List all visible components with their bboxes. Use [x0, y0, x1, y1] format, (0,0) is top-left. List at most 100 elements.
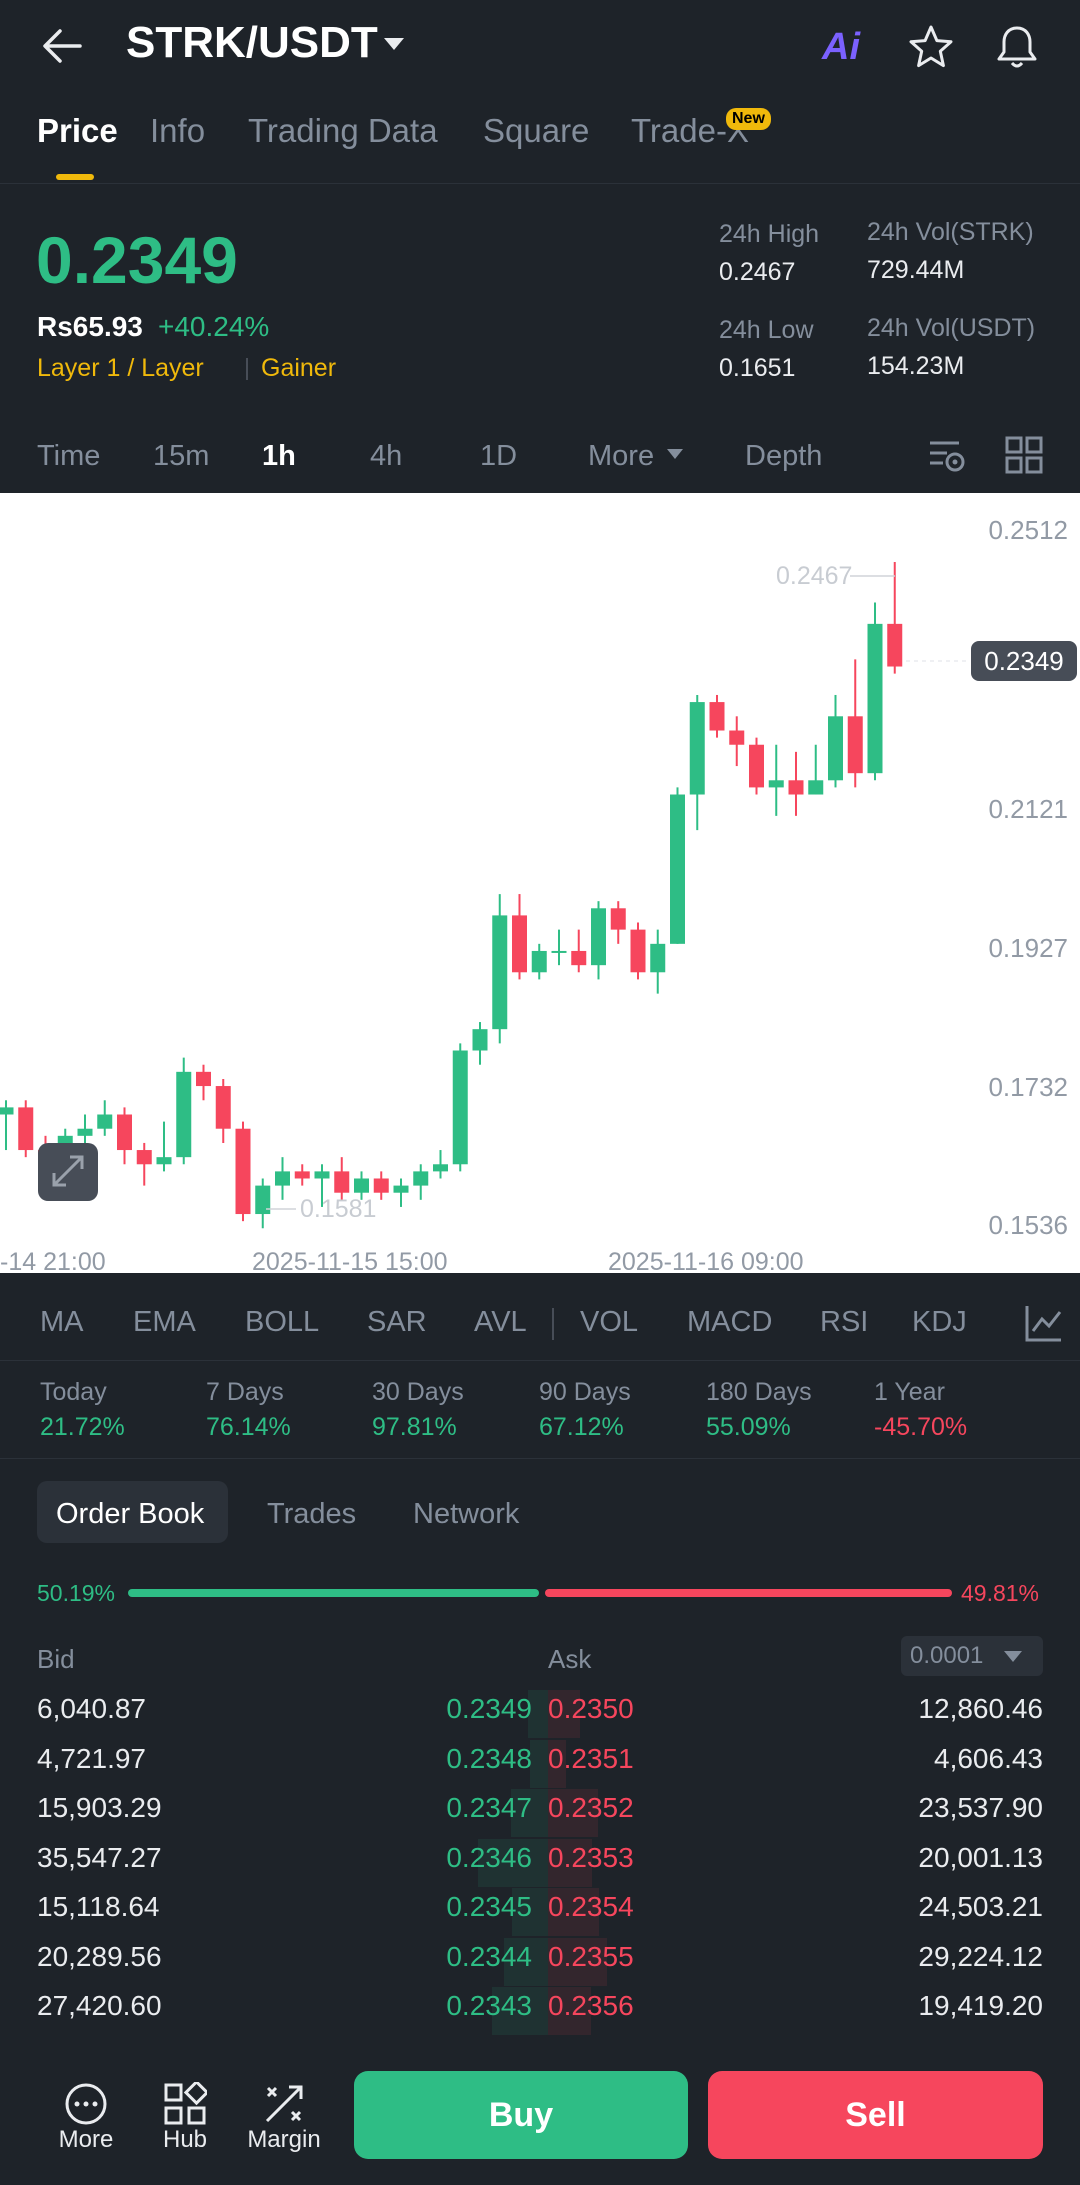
candle-body [670, 794, 685, 944]
bid-price: 0.2348 [446, 1742, 532, 1774]
candle-body [828, 716, 843, 781]
tab-trades[interactable]: Trades [267, 1498, 357, 1530]
candle-body [156, 1157, 172, 1165]
indicator-vol[interactable]: VOL [580, 1306, 639, 1338]
ask-quantity: 29,224.12 [918, 1940, 1043, 1972]
bid-price: 0.2346 [446, 1841, 532, 1873]
margin-icon[interactable] [262, 2082, 306, 2126]
orderbook-row[interactable]: 15,903.29 0.2347 0.2352 23,537.90 [0, 1784, 1080, 1834]
pair-title[interactable]: STRK/USDT [126, 18, 378, 67]
tab-square[interactable]: Square [483, 112, 590, 149]
candle-body [847, 716, 863, 774]
orderbook-row[interactable]: 4,721.97 0.2348 0.2351 4,606.43 [0, 1735, 1080, 1785]
tab-trading-data[interactable]: Trading Data [248, 112, 438, 149]
y-tick: 0.2512 [988, 515, 1068, 545]
layout-grid-icon[interactable] [1004, 435, 1044, 475]
candle-body [591, 908, 606, 966]
precision-selector[interactable]: 0.0001 [901, 1636, 1043, 1676]
caret-down-icon[interactable] [382, 36, 406, 52]
candle-body [18, 1107, 34, 1151]
interval-15m[interactable]: 15m [153, 440, 210, 472]
bid-depth-bar [492, 1987, 548, 2035]
star-icon[interactable] [908, 24, 954, 70]
ai-assistant-icon[interactable]: Ai [822, 26, 860, 68]
low-label: 24h Low [719, 316, 814, 344]
tab-network[interactable]: Network [413, 1498, 520, 1530]
bid-depth-bar [530, 1739, 548, 1788]
vol-strk-value: 729.44M [867, 256, 965, 284]
indicator-rsi[interactable]: RSI [820, 1306, 869, 1338]
interval-time[interactable]: Time [37, 440, 101, 472]
candle-body [610, 908, 626, 930]
hub-icon[interactable] [163, 2082, 207, 2126]
vol-strk-label: 24h Vol(STRK) [867, 218, 1034, 246]
ask-column-label: Ask [548, 1644, 592, 1674]
ask-quantity: 19,419.20 [918, 1990, 1043, 2021]
orderbook-row[interactable]: 20,289.56 0.2344 0.2355 29,224.12 [0, 1933, 1080, 1983]
ask-price: 0.2351 [548, 1742, 634, 1774]
orderbook-row[interactable]: 6,040.87 0.2349 0.2350 12,860.46 [0, 1685, 1080, 1735]
interval-1h[interactable]: 1h [262, 440, 296, 472]
candle-body [749, 744, 764, 788]
ask-quantity: 20,001.13 [918, 1841, 1043, 1873]
chart-settings-icon[interactable] [927, 435, 967, 475]
candle-body [334, 1171, 350, 1193]
ask-price: 0.2352 [548, 1792, 634, 1823]
bid-column-label: Bid [37, 1644, 75, 1674]
indicator-avl[interactable]: AVL [474, 1306, 527, 1338]
candle-body [275, 1171, 290, 1186]
indicator-sar[interactable]: SAR [367, 1306, 427, 1338]
candle-body [77, 1128, 93, 1136]
candlestick-chart[interactable]: 0.2467 0.1581 0.2349 0.2512 0.2121 0.192… [0, 493, 1080, 1276]
orderbook-row[interactable]: 27,420.60 0.2343 0.2356 19,419.20 [0, 1982, 1080, 2032]
interval-1d[interactable]: 1D [480, 440, 518, 472]
indicator-settings-icon[interactable] [1024, 1303, 1064, 1343]
max-price-label: 0.2467 [776, 562, 852, 590]
margin-label[interactable]: Margin [247, 2126, 321, 2153]
candle-body [215, 1086, 231, 1129]
last-price: 0.2349 [36, 223, 238, 297]
ask-price: 0.2356 [548, 1990, 634, 2021]
tab-info[interactable]: Info [150, 112, 206, 149]
candle-body [768, 780, 784, 788]
gainer-tag[interactable]: Gainer [261, 354, 337, 382]
candle-body [452, 1050, 468, 1165]
more-caret-icon[interactable] [666, 448, 684, 460]
indicator-ma[interactable]: MA [40, 1306, 84, 1338]
sell-button[interactable]: Sell [708, 2071, 1043, 2159]
more-label[interactable]: More [58, 2126, 114, 2153]
bid-depth-bar [504, 1937, 548, 1986]
indicator-ema[interactable]: EMA [133, 1306, 196, 1338]
ask-price: 0.2355 [548, 1940, 634, 1972]
orderbook-row[interactable]: 35,547.27 0.2346 0.2353 20,001.13 [0, 1834, 1080, 1884]
interval-more[interactable]: More [588, 440, 655, 472]
price-change: +40.24% [158, 311, 270, 342]
indicator-macd[interactable]: MACD [687, 1306, 773, 1338]
ask-quantity: 24,503.21 [918, 1891, 1043, 1922]
bid-price: 0.2345 [446, 1891, 532, 1922]
fullscreen-button[interactable] [38, 1143, 98, 1201]
tab-price[interactable]: Price [37, 112, 118, 149]
current-price-value: 0.2349 [984, 646, 1064, 676]
active-ob-tab-bg [37, 1481, 228, 1543]
category-tag[interactable]: Layer 1 / Layer [37, 354, 204, 382]
depth-visualization [0, 1690, 1080, 2050]
orderbook-row[interactable]: 15,118.64 0.2345 0.2354 24,503.21 [0, 1883, 1080, 1933]
bid-depth-bar [478, 1838, 548, 1887]
indicator-kdj[interactable]: KDJ [912, 1306, 967, 1338]
candle-body [176, 1071, 192, 1158]
more-icon[interactable] [64, 2082, 108, 2126]
candle-body [393, 1185, 409, 1193]
back-arrow-icon[interactable] [40, 26, 84, 66]
tag-divider [246, 358, 248, 380]
ask-depth-bar [548, 1987, 591, 2035]
interval-4h[interactable]: 4h [370, 440, 403, 472]
buy-button[interactable]: Buy [354, 2071, 688, 2159]
tab-order-book[interactable]: Order Book [56, 1498, 205, 1530]
bell-icon[interactable] [994, 22, 1040, 70]
chart-canvas[interactable]: 0.2467 0.1581 0.2349 0.2512 0.2121 0.192… [0, 493, 1080, 1276]
hub-label[interactable]: Hub [162, 2126, 208, 2153]
indicator-boll[interactable]: BOLL [245, 1306, 320, 1338]
interval-depth[interactable]: Depth [745, 440, 823, 472]
perf-30d-label: 30 Days [372, 1378, 464, 1406]
